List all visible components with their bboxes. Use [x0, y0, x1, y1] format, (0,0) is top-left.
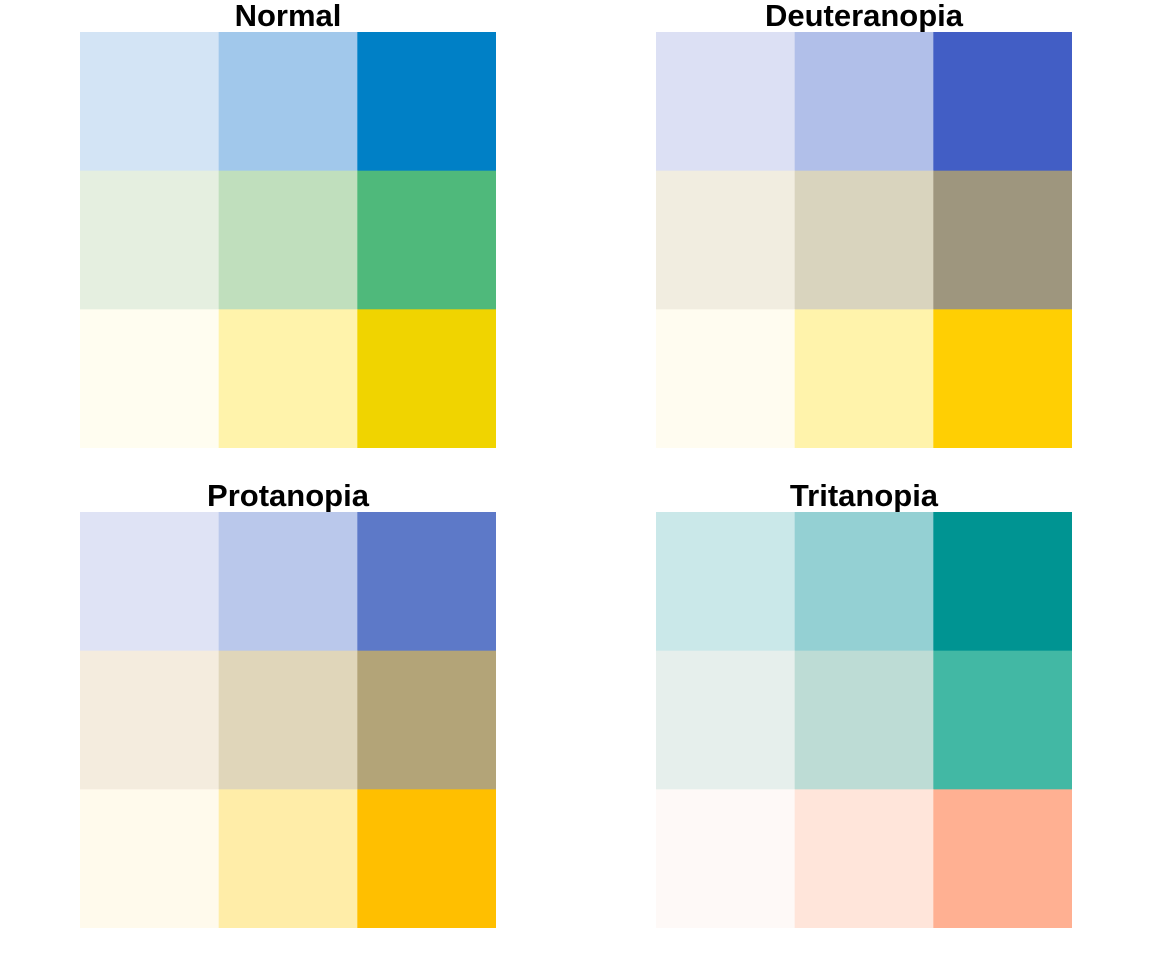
- color-cell-r2-c3: [357, 170, 496, 310]
- color-cell-r2-c3: [357, 650, 496, 790]
- color-cell-r3-c3: [933, 789, 1072, 928]
- color-cell-r2-c2: [794, 650, 934, 790]
- color-cell-r1-c1: [656, 32, 796, 172]
- color-cell-r3-c1: [656, 309, 796, 448]
- color-cell-r3-c1: [80, 309, 220, 448]
- color-cell-r3-c2: [218, 789, 358, 928]
- color-cell-r3-c1: [80, 789, 220, 928]
- color-cell-r3-c2: [794, 789, 934, 928]
- color-cell-r2-c1: [656, 170, 796, 310]
- color-grid-protanopia: [80, 512, 496, 928]
- color-cell-r1-c2: [218, 32, 358, 172]
- color-cell-r1-c2: [218, 512, 358, 652]
- color-cell-r1-c1: [80, 512, 220, 652]
- color-cell-r1-c3: [357, 32, 496, 172]
- color-cell-r3-c2: [218, 309, 358, 448]
- color-cell-r3-c3: [357, 309, 496, 448]
- panel-normal: Normal: [80, 0, 496, 448]
- color-cell-r3-c3: [357, 789, 496, 928]
- color-grid-normal: [80, 32, 496, 448]
- color-cell-r1-c2: [794, 512, 934, 652]
- color-cell-r2-c2: [218, 170, 358, 310]
- color-cell-r1-c2: [794, 32, 934, 172]
- color-grid-deuteranopia: [656, 32, 1072, 448]
- color-cell-r2-c3: [933, 650, 1072, 790]
- color-cell-r1-c1: [656, 512, 796, 652]
- color-cell-r3-c3: [933, 309, 1072, 448]
- color-cell-r1-c3: [933, 32, 1072, 172]
- color-cell-r2-c2: [218, 650, 358, 790]
- panel-title-normal: Normal: [234, 0, 342, 33]
- color-cell-r2-c1: [80, 650, 220, 790]
- color-cell-r2-c2: [794, 170, 934, 310]
- color-cell-r2-c3: [933, 170, 1072, 310]
- panel-protanopia: Protanopia: [80, 480, 496, 928]
- color-cell-r1-c1: [80, 32, 220, 172]
- panel-tritanopia: Tritanopia: [656, 480, 1072, 928]
- panel-title-tritanopia: Tritanopia: [789, 478, 939, 513]
- panel-title-protanopia: Protanopia: [207, 478, 369, 513]
- color-cell-r3-c2: [794, 309, 934, 448]
- color-cell-r2-c1: [80, 170, 220, 310]
- color-grid-tritanopia: [656, 512, 1072, 928]
- panel-deuteranopia: Deuteranopia: [656, 0, 1072, 448]
- panel-title-deuteranopia: Deuteranopia: [764, 0, 964, 33]
- color-cell-r2-c1: [656, 650, 796, 790]
- color-cell-r3-c1: [656, 789, 796, 928]
- color-cell-r1-c3: [357, 512, 496, 652]
- color-cell-r1-c3: [933, 512, 1072, 652]
